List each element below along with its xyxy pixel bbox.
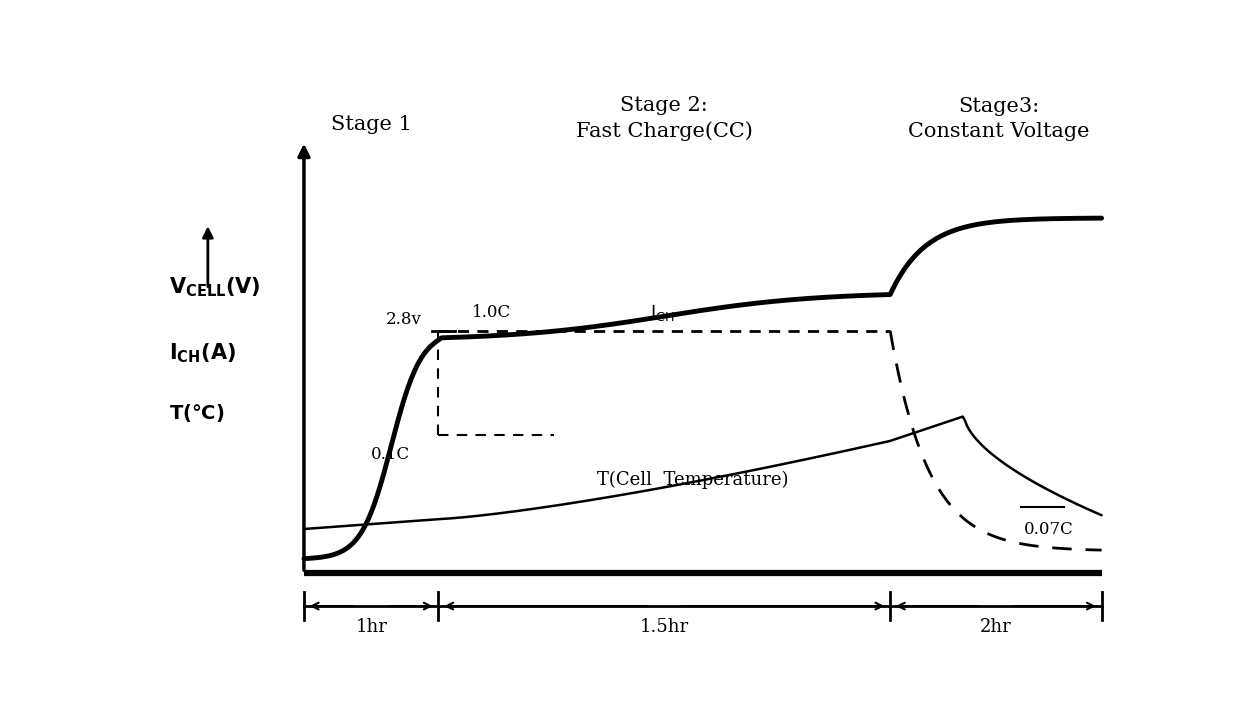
- Text: 1hr: 1hr: [356, 618, 387, 636]
- Text: 2.8v: 2.8v: [386, 311, 422, 328]
- Text: $\mathbf{V}_{\mathbf{CELL}}\mathbf{(V)}$: $\mathbf{V}_{\mathbf{CELL}}\mathbf{(V)}$: [170, 275, 262, 299]
- Text: $\mathbf{I}_{\mathbf{CH}}\mathbf{(A)}$: $\mathbf{I}_{\mathbf{CH}}\mathbf{(A)}$: [170, 341, 237, 365]
- Text: $\mathrm{I_{CH}}$: $\mathrm{I_{CH}}$: [650, 302, 675, 322]
- Text: Stage3:
Constant Voltage: Stage3: Constant Voltage: [908, 97, 1090, 141]
- Text: 1.0C: 1.0C: [472, 304, 511, 321]
- Text: 0.1C: 0.1C: [371, 446, 410, 463]
- Text: Stage 2:
Fast Charge(CC): Stage 2: Fast Charge(CC): [575, 97, 753, 142]
- Text: 1.5hr: 1.5hr: [640, 618, 689, 636]
- Text: Stage 1: Stage 1: [331, 115, 412, 134]
- Text: 2hr: 2hr: [980, 618, 1012, 636]
- Text: T(Cell  Temperature): T(Cell Temperature): [596, 470, 789, 488]
- Text: 0.07C: 0.07C: [1024, 521, 1074, 538]
- Text: $\mathbf{T(°C)}$: $\mathbf{T(°C)}$: [170, 403, 224, 425]
